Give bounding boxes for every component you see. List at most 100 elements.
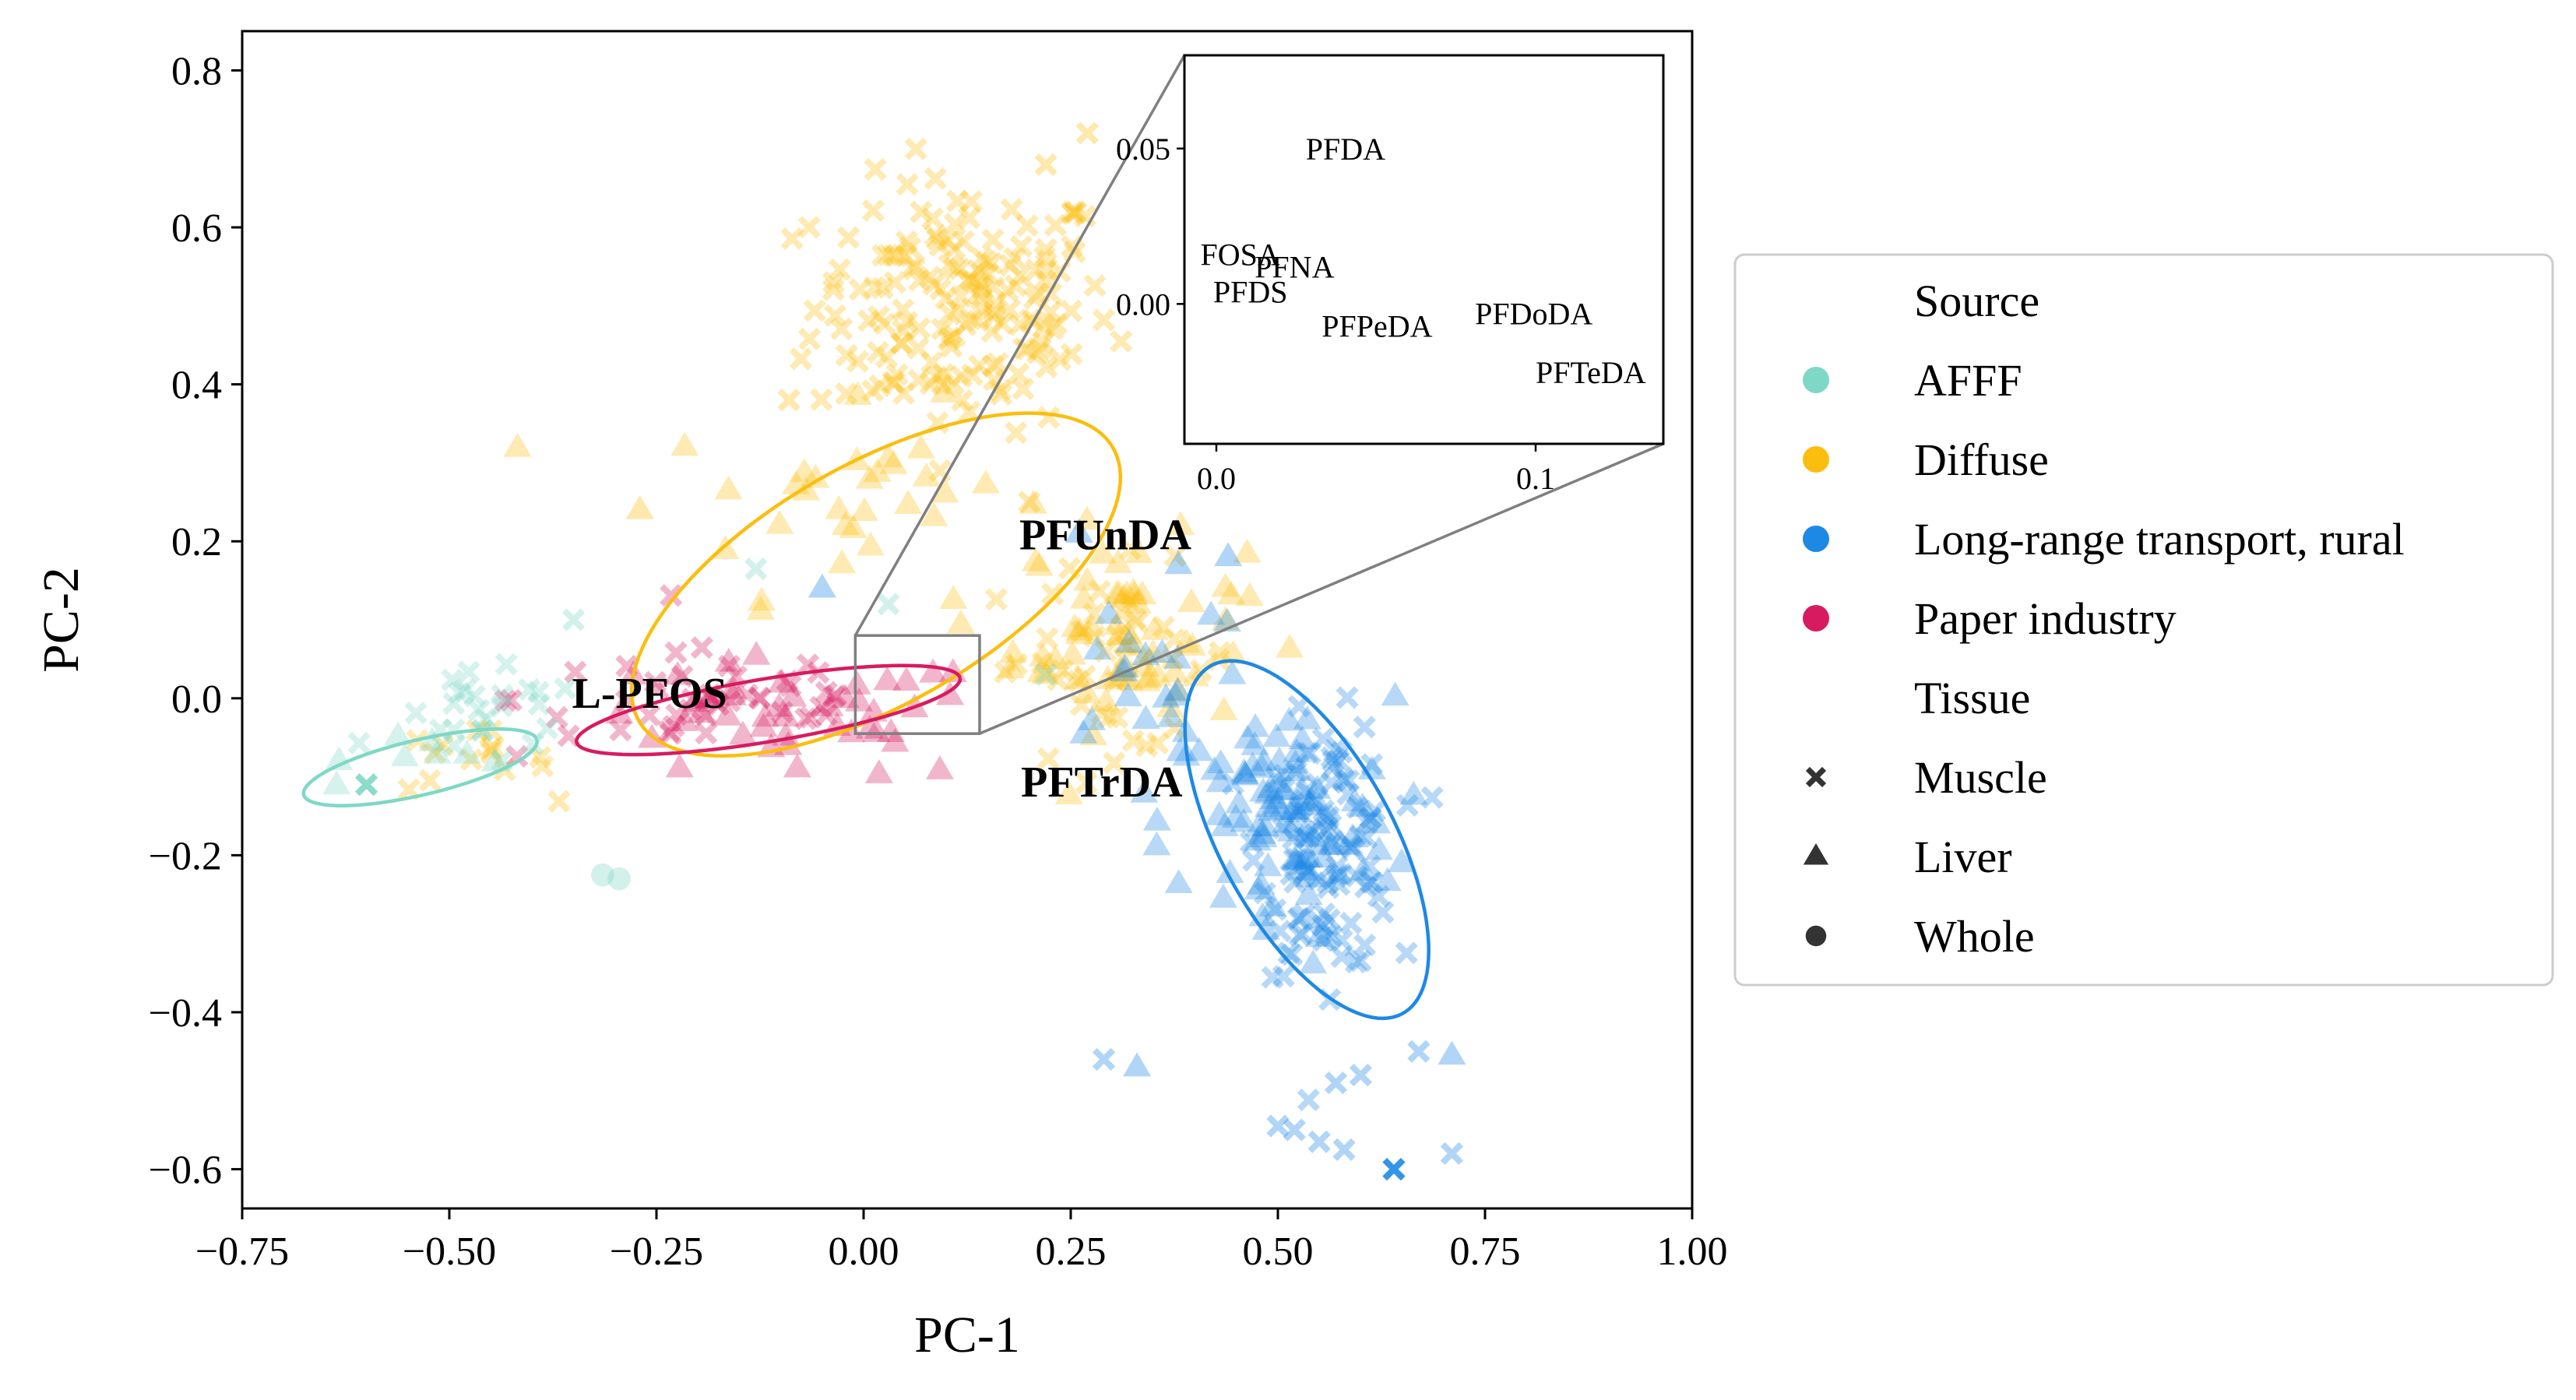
data-point-paper-industry-x bbox=[815, 703, 838, 726]
data-point-long-range-transport-rural-x bbox=[1349, 1064, 1373, 1087]
data-point-diffuse-x bbox=[863, 276, 886, 299]
x-tick-label: −0.50 bbox=[403, 1229, 496, 1274]
data-point-diffuse-x bbox=[861, 199, 885, 223]
x-tick-label: 0.75 bbox=[1450, 1229, 1521, 1274]
data-point-diffuse-x bbox=[873, 312, 896, 336]
data-point-diffuse-x bbox=[871, 244, 895, 267]
data-point-paper-industry-triangle bbox=[663, 660, 692, 685]
data-point-afff-x bbox=[448, 681, 471, 705]
data-point-diffuse-x bbox=[1060, 299, 1083, 322]
data-point-diffuse-triangle bbox=[1064, 665, 1093, 690]
data-point-diffuse-x bbox=[981, 228, 1005, 252]
data-point-long-range-transport-rural-triangle bbox=[1142, 806, 1171, 831]
data-point-long-range-transport-rural-x bbox=[1288, 797, 1311, 821]
data-point-long-range-transport-rural-triangle bbox=[1363, 809, 1392, 834]
data-point-diffuse-triangle bbox=[1160, 658, 1189, 683]
data-point-long-range-transport-rural-x bbox=[1092, 1047, 1116, 1071]
inset-label-pfds: PFDS bbox=[1213, 274, 1288, 309]
data-point-afff-circle bbox=[591, 863, 614, 887]
data-point-afff-x bbox=[1034, 663, 1057, 687]
data-point-long-range-transport-rural-triangle bbox=[1282, 846, 1311, 871]
data-point-diffuse-x bbox=[836, 226, 860, 249]
data-point-diffuse-x bbox=[846, 350, 870, 373]
data-point-diffuse-x bbox=[938, 302, 962, 325]
data-point-diffuse-triangle bbox=[1116, 666, 1145, 691]
data-point-long-range-transport-rural-triangle bbox=[1283, 757, 1312, 781]
data-point-diffuse-x bbox=[835, 382, 858, 406]
data-point-paper-industry-triangle bbox=[892, 667, 921, 691]
inset-label-pfteda: PFTeDA bbox=[1536, 355, 1646, 390]
inset-label-pfpeda: PFPeDA bbox=[1321, 308, 1432, 343]
data-point-paper-industry-x bbox=[646, 677, 670, 700]
data-point-long-range-transport-rural-triangle bbox=[1210, 812, 1239, 837]
data-point-diffuse-x bbox=[996, 279, 1019, 302]
data-point-long-range-transport-rural-x bbox=[1329, 863, 1353, 886]
x-tick-label: −0.75 bbox=[195, 1229, 289, 1274]
data-point-long-range-transport-rural-x bbox=[1293, 849, 1316, 872]
data-point-long-range-transport-rural-triangle bbox=[1163, 644, 1192, 669]
data-point-long-range-transport-rural-triangle bbox=[1294, 791, 1323, 816]
data-point-long-range-transport-rural-x bbox=[1272, 763, 1296, 787]
data-point-diffuse-triangle bbox=[1058, 640, 1087, 665]
data-point-afff-x bbox=[561, 608, 586, 631]
data-point-long-range-transport-rural-triangle bbox=[1123, 1052, 1152, 1077]
data-point-long-range-transport-rural-x bbox=[1295, 827, 1318, 850]
data-point-diffuse-triangle bbox=[912, 462, 941, 487]
data-point-long-range-transport-rural-triangle bbox=[1381, 681, 1409, 706]
data-point-long-range-transport-rural-x bbox=[1371, 901, 1395, 924]
data-point-long-range-transport-rural-x bbox=[1358, 854, 1381, 878]
data-point-diffuse-x bbox=[954, 313, 977, 336]
data-point-long-range-transport-rural-triangle bbox=[1262, 723, 1291, 747]
data-point-long-range-transport-rural-triangle bbox=[1271, 808, 1300, 833]
data-point-diffuse-x bbox=[1189, 659, 1213, 682]
data-point-paper-industry-triangle bbox=[749, 712, 778, 737]
data-point-diffuse-x bbox=[982, 304, 1006, 328]
legend-entry-muscle: Muscle bbox=[1914, 752, 2047, 803]
data-point-long-range-transport-rural-x bbox=[1364, 799, 1387, 823]
data-point-long-range-transport-rural-x bbox=[1307, 1130, 1331, 1153]
data-point-long-range-transport-rural-x bbox=[1311, 727, 1335, 751]
data-point-diffuse-triangle bbox=[1107, 656, 1135, 681]
data-point-diffuse-triangle bbox=[1025, 551, 1054, 576]
data-point-long-range-transport-rural-triangle bbox=[1280, 845, 1309, 870]
data-point-afff-x bbox=[442, 691, 466, 716]
data-point-diffuse-x bbox=[1040, 317, 1065, 340]
data-point-paper-industry-x bbox=[694, 703, 717, 726]
data-point-diffuse-triangle bbox=[1211, 572, 1240, 597]
data-point-paper-industry-triangle bbox=[815, 692, 844, 716]
data-point-diffuse-x bbox=[1070, 619, 1093, 643]
data-point-long-range-transport-rural-triangle bbox=[1281, 749, 1310, 774]
data-point-diffuse-x bbox=[959, 190, 984, 213]
data-point-long-range-transport-rural-x bbox=[1320, 924, 1343, 948]
data-point-afff-x bbox=[490, 695, 513, 718]
data-point-diffuse-triangle bbox=[1119, 577, 1148, 602]
data-point-afff-x bbox=[442, 718, 466, 741]
data-point-diffuse-x bbox=[1112, 646, 1135, 670]
data-point-afff-x bbox=[554, 677, 577, 700]
data-point-long-range-transport-rural-triangle bbox=[1263, 790, 1292, 814]
data-point-long-range-transport-rural-triangle bbox=[1065, 519, 1093, 543]
data-point-diffuse-x bbox=[828, 258, 851, 281]
data-point-long-range-transport-rural-x bbox=[1315, 808, 1339, 832]
data-point-diffuse-x bbox=[868, 374, 892, 397]
data-point-paper-industry-x bbox=[505, 744, 529, 768]
data-point-diffuse-triangle bbox=[1026, 657, 1055, 682]
data-point-diffuse-triangle bbox=[1120, 629, 1149, 654]
data-point-diffuse-triangle bbox=[1209, 696, 1238, 721]
data-point-long-range-transport-rural-x bbox=[1325, 865, 1348, 888]
data-point-diffuse-x bbox=[950, 389, 974, 413]
data-point-diffuse-triangle bbox=[1077, 613, 1106, 637]
inset-label-pfdoda: PFDoDA bbox=[1475, 296, 1592, 331]
data-point-paper-industry-x bbox=[494, 689, 517, 712]
data-point-long-range-transport-rural-triangle bbox=[1205, 768, 1234, 793]
annotation-pftrda: PFTrDA bbox=[1021, 758, 1183, 807]
data-point-diffuse-x bbox=[941, 372, 966, 396]
data-point-long-range-transport-rural-x bbox=[1221, 772, 1245, 796]
data-point-long-range-transport-rural-triangle bbox=[1294, 881, 1323, 906]
data-point-long-range-transport-rural-x bbox=[1312, 799, 1336, 822]
data-point-paper-industry-triangle bbox=[783, 753, 811, 778]
legend-entry-diffuse: Diffuse bbox=[1914, 434, 2049, 485]
data-point-long-range-transport-rural-triangle bbox=[1287, 850, 1316, 875]
data-point-diffuse-x bbox=[936, 229, 959, 252]
data-point-diffuse-x bbox=[1036, 627, 1059, 650]
